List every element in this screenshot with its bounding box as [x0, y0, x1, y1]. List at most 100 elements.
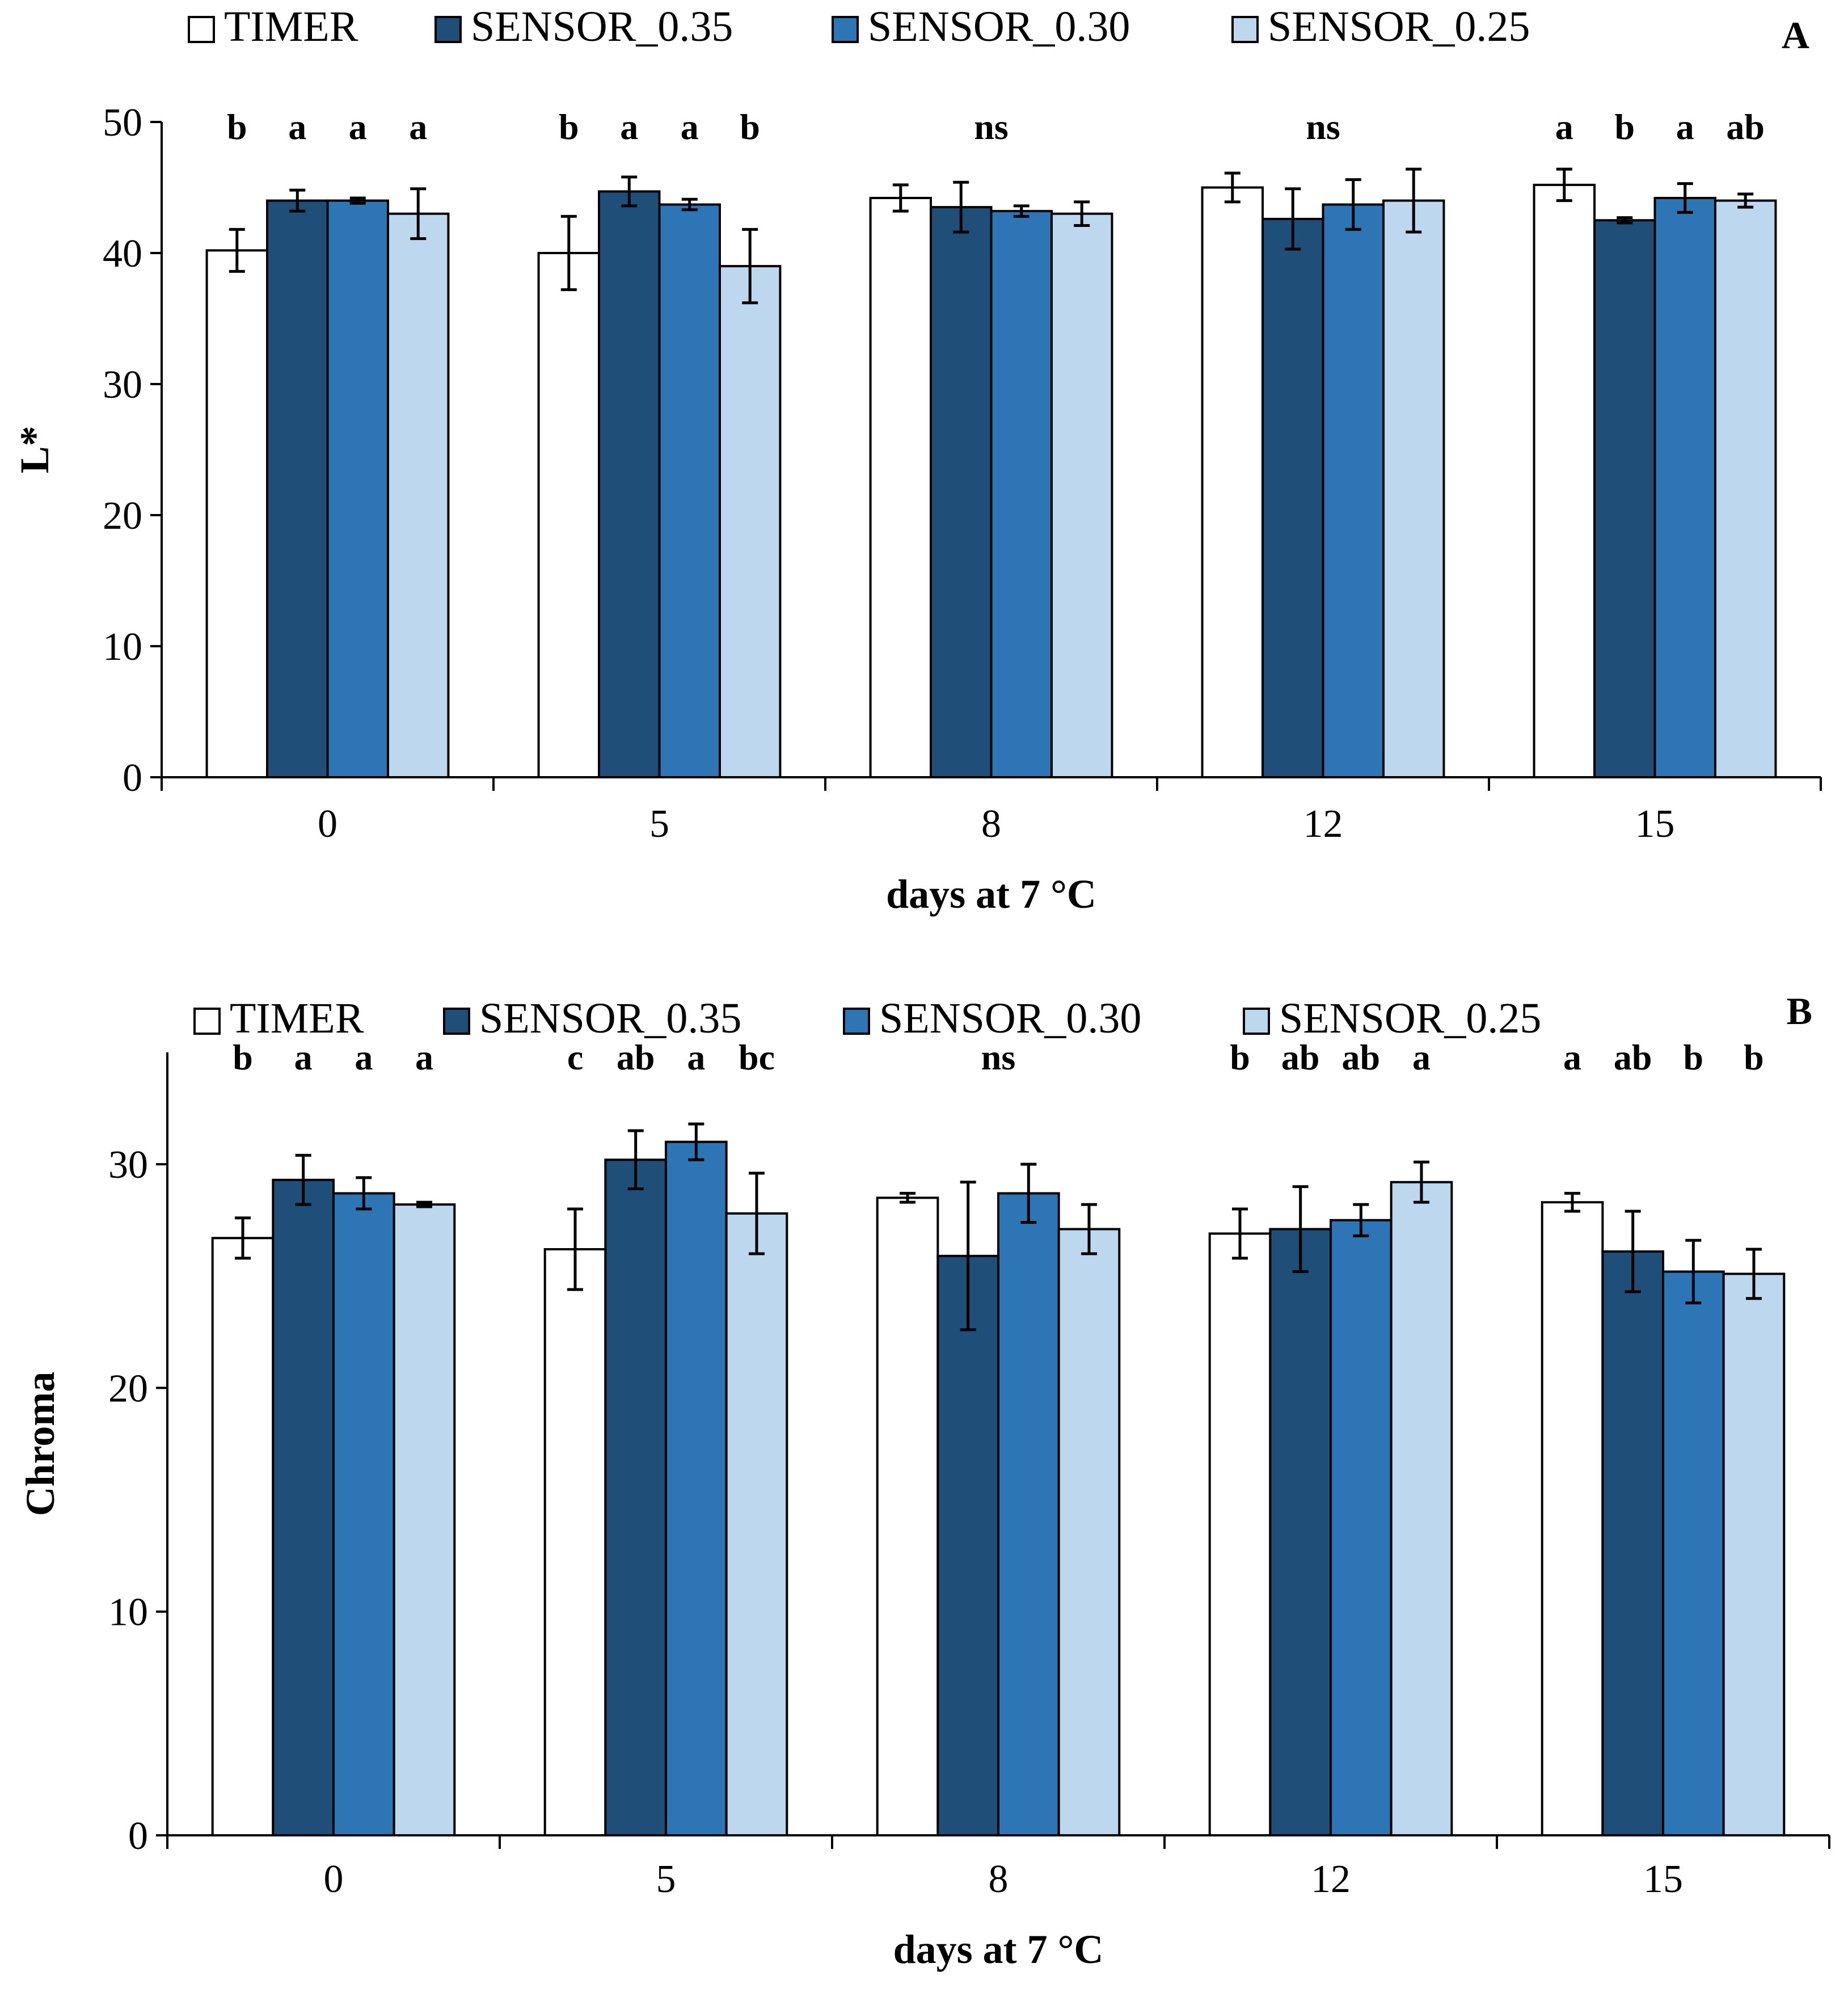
error-bar-day8-timer: [900, 1191, 916, 1204]
bar-day12-sensor-0-30: [1330, 1219, 1393, 1837]
chart-panel-b: TIMER SENSOR_0.35 SENSOR_0.30 SENSOR_0.25 Bb…: [18, 989, 1830, 1972]
error-bar-day12-sensor-0-25: [1413, 1160, 1429, 1204]
bar-day15-timer: [1533, 183, 1596, 778]
error-bar-day12-timer: [1224, 171, 1241, 204]
bar-day5-sensor-0-35: [598, 190, 661, 778]
chart-panel-a: TIMER SENSOR_0.35 SENSOR_0.30 SENSOR_0.25 Ab…: [12, 3, 1822, 917]
bar-day8-timer: [876, 1196, 939, 1836]
error-bar-day8-timer: [892, 183, 909, 213]
bar-day12-timer: [1201, 186, 1264, 778]
legend-label-sensor-0-25: SENSOR_0.25: [1279, 995, 1541, 1042]
significance-label-day5-sensor-0-35: ab: [617, 1037, 655, 1077]
legend-swatch-sensor-0-25: [1243, 1008, 1270, 1035]
significance-label-day0-sensor-0-25: a: [415, 1037, 433, 1077]
significance-label-day5-sensor-0-30: a: [687, 1037, 705, 1077]
significance-label-day5-sensor-0-25: b: [740, 107, 760, 147]
bar-day15-sensor-0-25: [1722, 1273, 1786, 1836]
bar-day0-sensor-0-25: [386, 212, 450, 778]
significance-label-day15-sensor-0-35: ab: [1614, 1037, 1652, 1077]
bar-day0-sensor-0-30: [332, 1192, 395, 1836]
error-bar-day15-sensor-0-35: [1617, 216, 1633, 225]
error-bar-day0-sensor-0-35: [289, 188, 306, 213]
y-tick-label: 0: [128, 1814, 148, 1858]
y-tick-label: 30: [103, 363, 142, 407]
significance-label-day15-timer: a: [1555, 107, 1573, 147]
error-bar-day8-sensor-0-35: [960, 1181, 976, 1332]
bar-day0-sensor-0-35: [272, 1178, 335, 1837]
error-bar-day12-timer: [1232, 1207, 1248, 1260]
legend-label-sensor-0-30: SENSOR_0.30: [868, 3, 1130, 50]
significance-label-day12-sensor-0-30: ab: [1342, 1037, 1381, 1077]
y-tick-label: 0: [123, 756, 142, 800]
error-bar-day0-timer: [235, 1216, 251, 1260]
bar-day0-sensor-0-35: [266, 199, 329, 779]
error-bar-day12-sensor-0-35: [1285, 187, 1301, 251]
x-tick-label: 12: [1303, 802, 1343, 846]
legend-label-sensor-0-25: SENSOR_0.25: [1268, 3, 1530, 50]
error-bar-day5-sensor-0-25: [748, 1172, 765, 1256]
y-tick-label: 10: [108, 1591, 148, 1634]
significance-label-day0-sensor-0-35: a: [294, 1037, 313, 1077]
bar-day8-sensor-0-35: [936, 1254, 1000, 1837]
bar-day5-sensor-0-30: [658, 203, 721, 778]
bar-day15-sensor-0-35: [1593, 219, 1656, 778]
bar-day5-timer: [537, 252, 601, 778]
legend-label-sensor-0-35: SENSOR_0.35: [479, 995, 741, 1042]
significance-label-day8: ns: [981, 1037, 1016, 1077]
error-bar-day15-sensor-0-25: [1745, 1248, 1762, 1300]
y-tick-label: 20: [108, 1367, 148, 1410]
significance-label-day12: ns: [1306, 107, 1340, 147]
significance-label-day0-timer: b: [227, 107, 247, 147]
x-tick-label: 15: [1635, 802, 1675, 846]
significance-label-day15-timer: a: [1563, 1037, 1581, 1077]
x-tick-label: 5: [649, 802, 669, 846]
bar-day15-sensor-0-25: [1714, 199, 1777, 779]
bar-day0-sensor-0-25: [393, 1203, 456, 1836]
error-bar-day8-sensor-0-35: [953, 180, 969, 234]
error-bar-day0-sensor-0-25: [410, 187, 427, 241]
x-tick-label: 12: [1311, 1857, 1351, 1901]
error-bar-day0-timer: [229, 227, 245, 273]
legend-label-timer: TIMER: [224, 3, 358, 50]
x-tick-label: 0: [324, 1857, 344, 1901]
bar-day8-sensor-0-35: [930, 206, 993, 778]
bar-day8-sensor-0-25: [1050, 212, 1113, 778]
error-bar-day5-sensor-0-30: [688, 1122, 704, 1161]
legend-swatch-sensor-0-30: [843, 1008, 870, 1035]
bar-day12-sensor-0-30: [1322, 203, 1385, 778]
bar-day15-sensor-0-30: [1662, 1270, 1725, 1836]
significance-label-day5-sensor-0-30: a: [681, 107, 699, 147]
error-bar-day12-sensor-0-25: [1406, 167, 1422, 234]
panel-label: A: [1782, 14, 1809, 57]
error-bar-day15-sensor-0-35: [1625, 1210, 1641, 1294]
error-bar-day15-sensor-0-30: [1677, 182, 1693, 214]
significance-label-day0-sensor-0-30: a: [349, 107, 367, 147]
bar-day8-timer: [869, 196, 933, 779]
error-bar-day15-sensor-0-30: [1685, 1238, 1702, 1305]
error-bar-day8-sensor-0-30: [1013, 204, 1030, 218]
bar-day5-timer: [543, 1248, 607, 1836]
legend-swatch-sensor-0-25: [1231, 16, 1259, 43]
error-bar-day12-sensor-0-35: [1292, 1185, 1309, 1273]
error-bar-day0-sensor-0-30: [349, 196, 366, 205]
significance-label-day15-sensor-0-30: a: [1676, 107, 1694, 147]
error-bar-day8-sensor-0-30: [1020, 1162, 1037, 1224]
error-bar-day15-sensor-0-25: [1737, 192, 1754, 209]
panel-label: B: [1787, 989, 1812, 1033]
bar-day15-sensor-0-30: [1653, 196, 1716, 779]
significance-label-day12-timer: b: [1230, 1037, 1250, 1077]
error-bar-day0-sensor-0-25: [416, 1200, 432, 1208]
error-bar-day15-timer: [1556, 167, 1572, 203]
legend-swatch-sensor-0-30: [832, 16, 859, 43]
x-tick-label: 0: [318, 802, 337, 846]
significance-label-day0-sensor-0-35: a: [288, 107, 306, 147]
y-tick-label: 40: [103, 232, 142, 276]
error-bar-day5-sensor-0-35: [621, 175, 638, 208]
significance-label-day15-sensor-0-30: b: [1684, 1037, 1704, 1077]
legend-swatch-sensor-0-35: [443, 1008, 470, 1035]
x-tick-label: 15: [1643, 1857, 1683, 1901]
bar-day0-sensor-0-30: [326, 199, 389, 779]
significance-label-day5-sensor-0-25: bc: [739, 1037, 775, 1077]
error-bar-day12-sensor-0-30: [1345, 178, 1361, 231]
